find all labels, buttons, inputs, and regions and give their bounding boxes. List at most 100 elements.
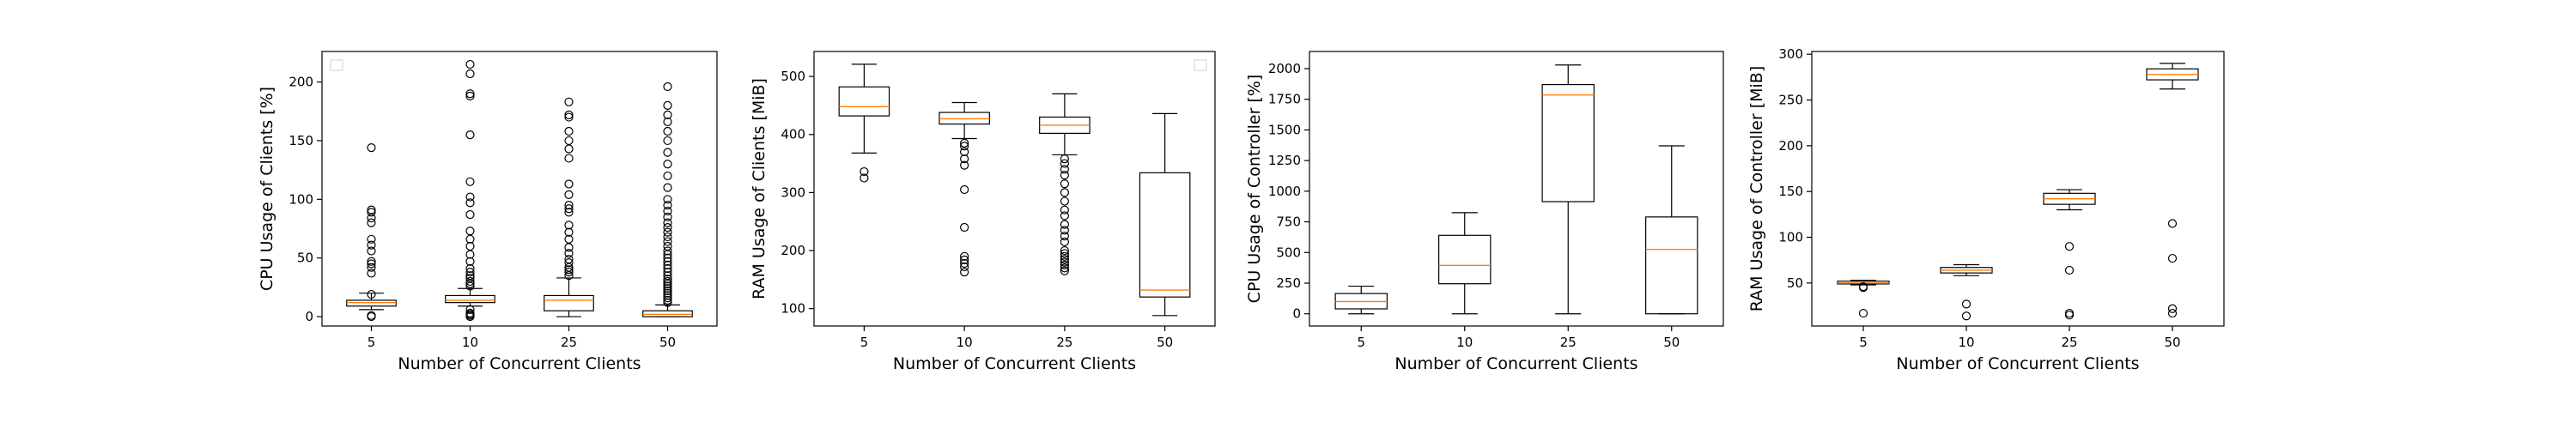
outlier-point <box>663 206 672 216</box>
outlier-point <box>2167 253 2178 263</box>
outlier-point <box>663 232 672 242</box>
outlier-point <box>2064 308 2075 318</box>
outlier-point <box>960 222 969 233</box>
outlier-point <box>663 148 672 157</box>
outlier-point <box>465 308 475 318</box>
y-tick-label: 1250 <box>1268 153 1301 168</box>
x-tick-label: 50 <box>1157 335 1173 350</box>
outlier-point <box>860 166 869 177</box>
outlier-point <box>663 293 672 303</box>
x-tick-label: 25 <box>561 335 577 350</box>
outlier-point <box>1060 257 1069 267</box>
outlier-point <box>960 258 969 269</box>
outlier-point <box>1961 311 1971 321</box>
y-tick-label: 50 <box>1787 275 1803 291</box>
outlier-point <box>663 246 672 256</box>
legend-box <box>1194 59 1207 71</box>
outlier-point <box>1060 251 1069 261</box>
outlier-point <box>663 291 672 300</box>
outlier-point <box>564 221 574 230</box>
axes-frame <box>1309 51 1724 327</box>
outlier-point <box>564 154 574 163</box>
outlier-point <box>663 284 672 293</box>
outlier-point <box>663 271 672 281</box>
outlier-point <box>564 258 574 268</box>
outlier-point <box>663 237 672 246</box>
outlier-point <box>1060 159 1069 168</box>
outlier-point <box>1060 255 1069 264</box>
x-tick-label: 25 <box>1056 335 1072 350</box>
box-50 <box>2146 63 2199 318</box>
outlier-point <box>663 82 672 92</box>
y-tick-label: 1000 <box>1268 184 1301 199</box>
outlier-point <box>663 267 672 277</box>
chart-4: 50 100 150 200 250 300 5 10 25 50 Number of Concur… <box>1747 46 2225 373</box>
outlier-point <box>960 184 969 195</box>
x-tick-label: 50 <box>2164 335 2180 350</box>
outlier-point <box>1060 260 1069 270</box>
outlier-point <box>663 281 672 291</box>
y-tick-label: 150 <box>1778 184 1803 199</box>
box-10 <box>1438 212 1492 315</box>
outlier-point <box>2167 304 2178 313</box>
x-tick-label: 5 <box>1357 335 1365 350</box>
box-iqr <box>1541 83 1595 202</box>
outlier-point <box>960 154 969 164</box>
axes-frame <box>813 51 1216 327</box>
y-tick-label: 200 <box>289 75 313 90</box>
x-tick-label: 10 <box>957 335 973 350</box>
outlier-point <box>367 269 376 278</box>
outlier-point <box>1060 188 1069 197</box>
chart-2: 100 200 300 400 500 5 10 25 50 Number of Concurre… <box>750 51 1216 373</box>
y-tick-label: 100 <box>781 301 805 317</box>
axes-frame <box>321 51 718 327</box>
outlier-point <box>663 126 672 136</box>
y-axis-label: RAM Usage of Clients [MiB] <box>750 78 769 299</box>
outlier-point <box>663 223 672 233</box>
outlier-point <box>1060 263 1069 273</box>
outlier-point <box>465 271 475 281</box>
outlier-point <box>465 89 475 99</box>
outlier-point <box>367 311 376 320</box>
x-tick-label: 5 <box>368 335 376 350</box>
x-tick-label: 10 <box>1456 335 1473 350</box>
x-tick-label: 25 <box>2061 335 2077 350</box>
outlier-point <box>564 190 574 199</box>
y-tick-label: 0 <box>1292 306 1301 322</box>
outlier-point <box>663 286 672 296</box>
outlier-point <box>367 246 376 256</box>
y-tick-label: 250 <box>1276 275 1301 291</box>
outlier-point <box>1858 308 1868 318</box>
x-axis-label: Number of Concurrent Clients <box>1896 354 2139 373</box>
outlier-point <box>367 240 376 250</box>
outlier-point <box>465 192 475 202</box>
y-tick-label: 1750 <box>1268 92 1301 107</box>
box-10 <box>939 101 990 277</box>
x-tick-label: 10 <box>462 335 478 350</box>
outlier-point <box>663 253 672 263</box>
box-iqr <box>838 86 890 117</box>
outlier-point <box>564 204 574 214</box>
x-axis-label: Number of Concurrent Clients <box>893 354 1136 373</box>
outlier-point <box>663 257 672 266</box>
y-tick-label: 500 <box>781 69 805 84</box>
outlier-point <box>663 100 672 111</box>
outlier-point <box>1060 249 1069 258</box>
x-tick-label: 10 <box>1958 335 1974 350</box>
y-axis-label: RAM Usage of Controller [MiB] <box>1747 66 1766 311</box>
outlier-point <box>367 205 376 214</box>
outlier-point <box>2167 219 2178 228</box>
box-25 <box>1039 93 1091 275</box>
axes-frame <box>1811 51 2225 327</box>
outlier-point <box>465 273 475 283</box>
y-tick-label: 0 <box>305 309 313 324</box>
outlier-point <box>465 257 475 266</box>
outlier-point <box>465 59 475 69</box>
outlier-point <box>465 263 475 274</box>
outlier-point <box>663 171 672 181</box>
outlier-point <box>465 241 475 251</box>
outlier-point <box>367 208 376 217</box>
box-50 <box>1645 145 1698 315</box>
outlier-point <box>367 234 376 244</box>
y-tick-label: 300 <box>1778 46 1803 62</box>
